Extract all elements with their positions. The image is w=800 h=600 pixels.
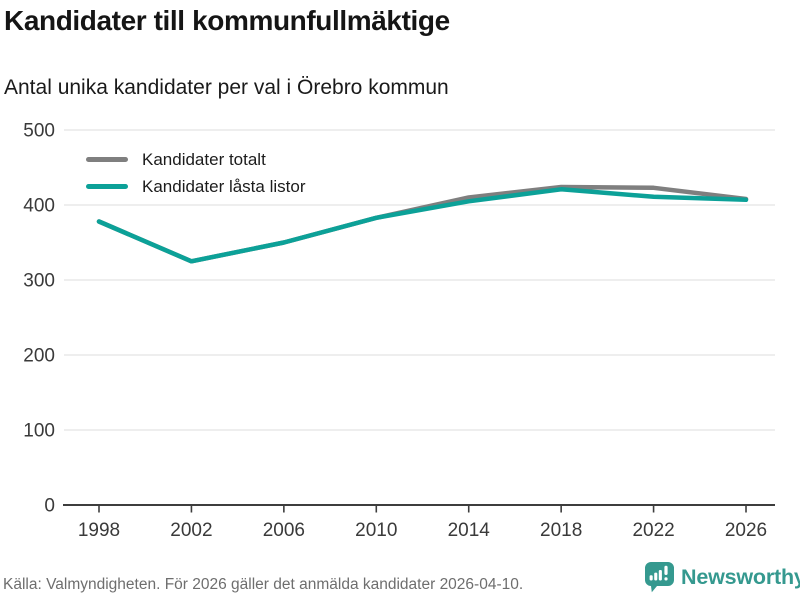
legend-label: Kandidater totalt <box>142 149 266 169</box>
legend-item-totalt: Kandidater totalt <box>86 146 305 173</box>
y-axis-label: 0 <box>44 496 55 517</box>
x-axis-label: 1998 <box>78 520 120 541</box>
x-axis-label: 2022 <box>632 520 674 541</box>
y-axis-label: 100 <box>23 421 55 442</box>
x-axis-label: 2014 <box>448 520 491 541</box>
legend-item-lasta-listor: Kandidater låsta listor <box>86 173 305 200</box>
newsworthy-wordmark: Newsworthy <box>681 565 800 589</box>
chart-legend: Kandidater totalt Kandidater låsta listo… <box>86 146 305 200</box>
newsworthy-logo: Newsworthy <box>645 562 800 593</box>
page-subtitle: Antal unika kandidater per val i Örebro … <box>4 76 449 99</box>
legend-swatch-gray-line <box>86 157 128 162</box>
newsworthy-bubble-chart-icon <box>645 562 674 593</box>
chart-canvas: 0 100 200 300 400 500 1998 2002 2006 2010 2014 2018… <box>23 121 775 541</box>
legend-label: Kandidater låsta listor <box>142 176 306 196</box>
y-axis-label: 400 <box>23 196 55 217</box>
x-axis-label: 2026 <box>725 520 767 541</box>
page-title: Kandidater till kommunfullmäktige <box>4 5 450 36</box>
x-axis-label: 2018 <box>540 520 582 541</box>
y-axis-label: 300 <box>23 271 55 292</box>
y-axis-label: 500 <box>23 121 55 142</box>
series-line-lasta-listor <box>96 187 749 264</box>
x-axis-label: 2002 <box>170 520 212 541</box>
chart-area: 0 100 200 300 400 500 1998 2002 2006 2010 2014 2018… <box>0 115 800 565</box>
source-note: Källa: Valmyndigheten. För 2026 gäller d… <box>3 576 524 593</box>
y-axis-label: 200 <box>23 346 55 367</box>
x-axis-label: 2006 <box>263 520 305 541</box>
x-axis-label: 2010 <box>355 520 397 541</box>
legend-swatch-teal-line <box>86 184 128 189</box>
